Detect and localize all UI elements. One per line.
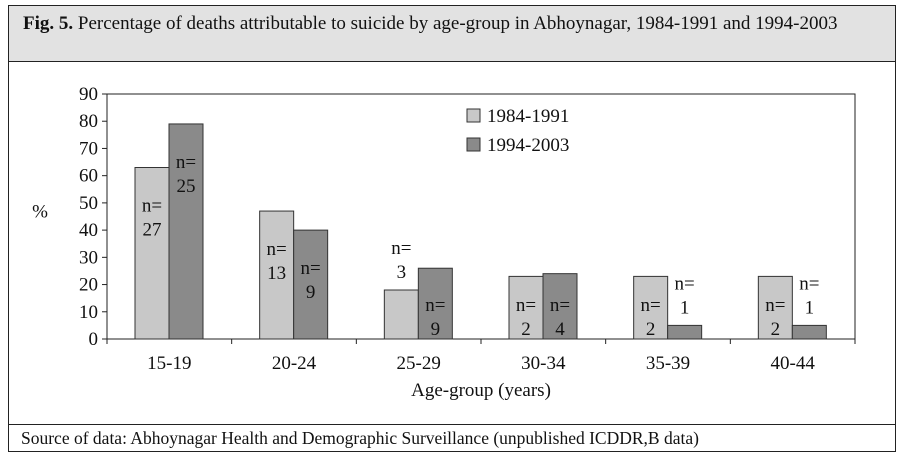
bar-n-value: 3 [397,262,407,283]
bar-n-prefix: n= [176,152,196,173]
bar-n-value: 4 [555,319,565,340]
bar [259,210,295,340]
legend-label: 1994-2003 [487,135,569,156]
bar-n-prefix: n= [516,295,536,316]
bar-n-value: 1 [805,297,815,318]
bar-n-prefix: n= [641,295,661,316]
y-tick-label: 0 [89,329,99,350]
bar-n-value: 9 [431,319,441,340]
bar-n-prefix: n= [799,273,819,294]
y-tick-label: 40 [79,220,98,241]
y-tick-label: 80 [79,111,98,132]
bar-n-value: 2 [521,319,531,340]
bar [542,273,578,340]
bar [757,275,793,340]
bar-n-value: 25 [177,176,196,197]
figure-title-box: Fig. 5. Percentage of deaths attributabl… [9,6,895,62]
plot-area-border [106,93,856,340]
x-tick-label: 35-39 [646,353,690,374]
legend-swatch [466,137,481,152]
figure-label: Fig. 5. [23,13,74,34]
bar [633,275,669,340]
bar [417,267,453,340]
bar [791,324,827,340]
bar-n-prefix: n= [301,258,321,279]
x-tick-label: 15-19 [147,353,191,374]
bar [667,324,703,340]
x-tick-label: 40-44 [771,353,816,374]
bar-n-prefix: n= [765,295,785,316]
y-tick-label: 50 [79,193,98,214]
chart-legend: 1984-1991 1994-2003 [466,106,569,156]
y-tick-label: 60 [79,166,98,187]
bar-n-value: 27 [143,220,162,241]
x-tick-label: 30-34 [521,353,566,374]
y-tick-label: 30 [79,247,98,268]
y-tick-label: 70 [79,138,98,159]
bar-n-prefix: n= [267,239,287,260]
bar-n-prefix: n= [142,196,162,217]
y-axis-label: % [32,202,48,223]
bar-n-prefix: n= [425,295,445,316]
bar [508,275,544,340]
chart-axes: 0 10 20 30 40 50 60 70 80 90% 15-19 20-24 25-29 30-34… [32,84,856,401]
figure-source-box: Source of data: Abhoynagar Health and De… [9,424,895,451]
bar-n-value: 2 [771,319,781,340]
bar [383,289,419,340]
bar-n-prefix: n= [550,295,570,316]
chart-labels: n= 27 n= 13 n= 3 n= 2 n= 2 n= 2 n= 25 n= 9 n= 9 n= 4 n= 1 n= 1 [142,152,820,340]
figure-source: Source of data: Abhoynagar Health and De… [21,428,699,448]
bar-n-value: 9 [306,282,316,303]
bar-n-value: 2 [646,319,656,340]
chart-bars [134,123,827,340]
figure-frame: Fig. 5. Percentage of deaths attributabl… [8,5,896,452]
bar [168,123,204,340]
bar-n-prefix: n= [391,238,411,259]
figure-title: Percentage of deaths attributable to sui… [77,13,838,34]
legend-label: 1984-1991 [487,106,569,127]
x-tick-label: 20-24 [272,353,317,374]
y-tick-label: 20 [79,275,98,296]
y-tick-label: 10 [79,302,98,323]
x-axis-label: Age-group (years) [411,380,551,401]
bar [293,229,329,340]
bar-n-value: 1 [680,297,690,318]
y-tick-label: 90 [79,84,98,105]
bar-n-prefix: n= [675,273,695,294]
bar-n-value: 13 [267,263,286,284]
x-tick-label: 25-29 [397,353,441,374]
bar [134,167,170,340]
legend-swatch [466,108,481,123]
